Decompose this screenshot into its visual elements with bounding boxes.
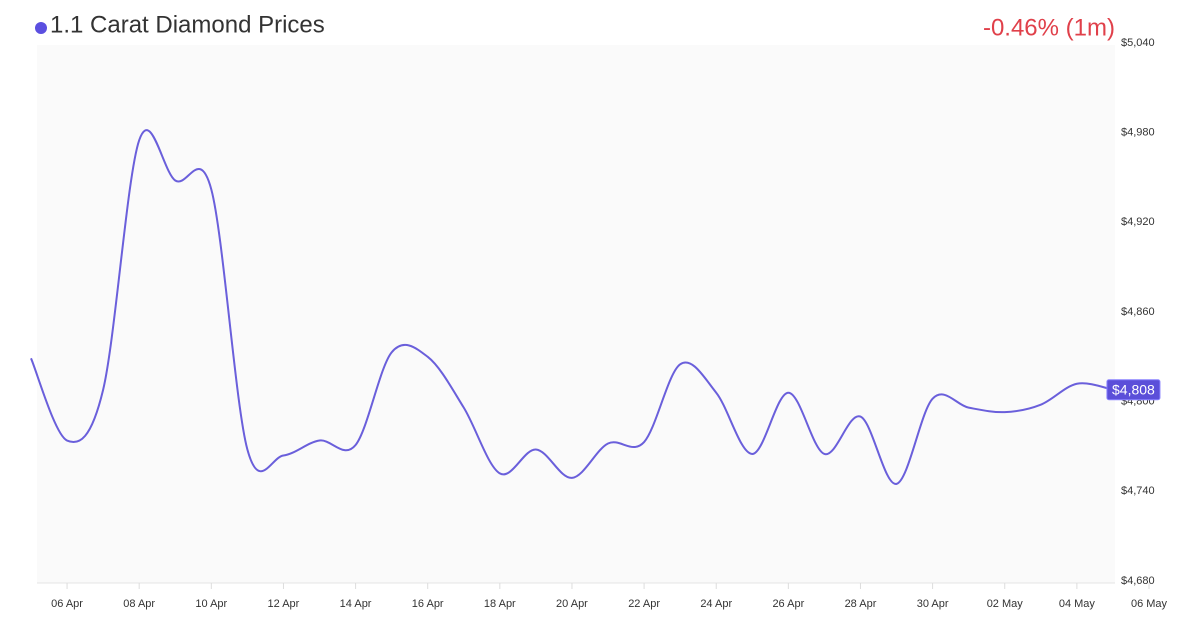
x-tick-label: 10 Apr (195, 598, 227, 610)
y-tick-label: $4,680 (1121, 575, 1155, 587)
chart-title: 1.1 Carat Diamond Prices (50, 11, 325, 38)
x-tick-label: 04 May (1059, 598, 1096, 610)
x-tick-label: 30 Apr (917, 598, 949, 610)
value-label-box (1106, 379, 1161, 401)
y-tick-label: $4,920 (1121, 216, 1155, 228)
x-tick-label: 20 Apr (556, 598, 588, 610)
x-tick-label: 06 May (1131, 598, 1168, 610)
change-label: -0.46% (1m) (983, 14, 1115, 41)
x-tick-label: 24 Apr (700, 598, 732, 610)
x-tick-label: 02 May (987, 598, 1024, 610)
plot-area (37, 45, 1115, 583)
y-tick-label: $5,040 (1121, 37, 1155, 49)
x-tick-label: 08 Apr (123, 598, 155, 610)
value-label: $4,808 (1112, 381, 1155, 397)
legend-dot (35, 22, 47, 34)
x-tick-label: 12 Apr (268, 598, 300, 610)
x-tick-label: 16 Apr (412, 598, 444, 610)
y-tick-label: $4,860 (1121, 306, 1155, 318)
price-line (30, 129, 1114, 485)
x-tick-label: 22 Apr (628, 598, 660, 610)
x-tick-label: 06 Apr (51, 598, 83, 610)
y-tick-label: $4,740 (1121, 485, 1155, 497)
x-tick-label: 26 Apr (772, 598, 804, 610)
x-tick-label: 14 Apr (340, 598, 372, 610)
x-tick-label: 28 Apr (845, 598, 877, 610)
y-tick-label: $4,980 (1121, 127, 1155, 139)
x-tick-label: 18 Apr (484, 598, 516, 610)
